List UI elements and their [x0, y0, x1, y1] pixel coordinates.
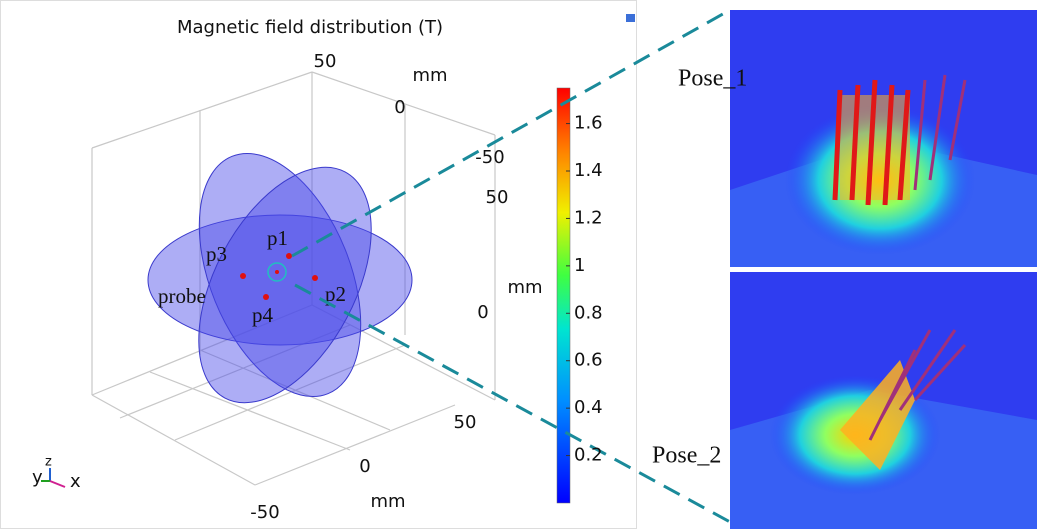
axis-label: mm: [507, 277, 542, 298]
axis-label: mm: [370, 491, 405, 512]
colorbar-tick-label: 1.6: [574, 113, 603, 134]
point-dots: [240, 253, 318, 300]
tick-label: 50: [314, 51, 337, 72]
icon: [626, 14, 635, 22]
point-label: p3: [206, 242, 227, 266]
tick-label: 0: [359, 456, 370, 477]
tick-label: 50: [454, 412, 477, 433]
tick-label: 50: [486, 187, 509, 208]
box-grid: [91, 71, 496, 486]
tick-label: -50: [475, 147, 504, 168]
inset-2: [730, 272, 1037, 529]
inset-label: Pose_1: [678, 66, 747, 92]
point-label: probe: [158, 284, 206, 308]
triad-label: z: [45, 455, 52, 470]
colorbar-tick-label: 0.8: [574, 302, 603, 323]
colorbar-tick-label: 0.4: [574, 397, 603, 418]
title: Magnetic field distribution (T): [177, 17, 443, 38]
colorbar-tick-label: 0.6: [574, 350, 603, 371]
colorbar-tick-label: 1: [574, 255, 585, 276]
colorbar-tick-label: 1.4: [574, 160, 603, 181]
probe-ring: [267, 262, 287, 282]
triad: [41, 468, 66, 488]
point-label: p1: [267, 226, 288, 250]
tick-label: 0: [394, 97, 405, 118]
inset-label: Pose_2: [652, 443, 721, 469]
tick-label: 0: [477, 302, 488, 323]
colorbar-tick-label: 0.2: [574, 445, 603, 466]
axis-label: mm: [412, 65, 447, 86]
inset-1: [730, 10, 1037, 267]
colorbar-tick-label: 1.2: [574, 207, 603, 228]
triad-label: x: [70, 471, 81, 492]
triad-label: y: [32, 467, 43, 488]
tick-label: -50: [250, 502, 279, 523]
colorbar: [556, 87, 571, 504]
point-label: p4: [252, 303, 274, 327]
point-label: p2: [325, 282, 346, 306]
